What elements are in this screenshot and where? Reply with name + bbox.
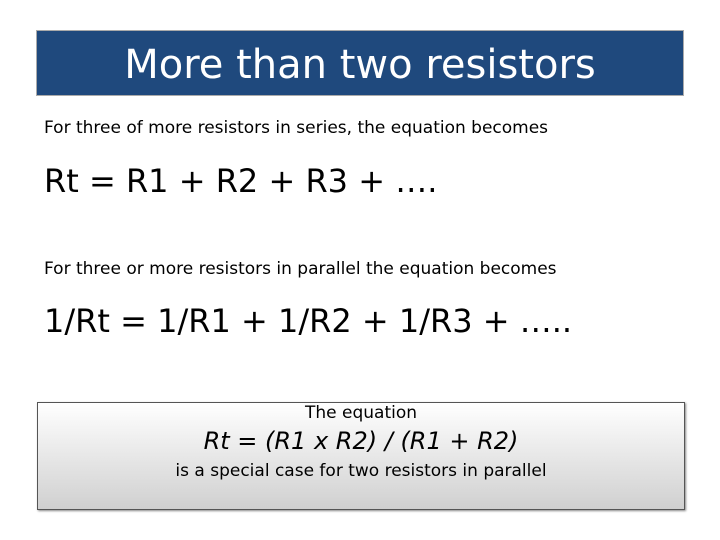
- series-intro: For three of more resistors in series, t…: [44, 118, 549, 138]
- note-line: is a special case for two resistors in p…: [175, 461, 547, 481]
- note-equation: Rt = (R1 x R2) / (R1 + R2): [203, 427, 519, 455]
- series-equation: Rt = R1 + R2 + R3 + ….: [44, 162, 438, 200]
- note-box: The equation Rt = (R1 x R2) / (R1 + R2) …: [37, 402, 685, 510]
- parallel-intro: For three or more resistors in parallel …: [44, 259, 557, 279]
- note-line: The equation: [304, 403, 418, 423]
- parallel-equation: 1/Rt = 1/R1 + 1/R2 + 1/R3 + …..: [44, 302, 573, 340]
- title: More than two resistors: [36, 30, 684, 96]
